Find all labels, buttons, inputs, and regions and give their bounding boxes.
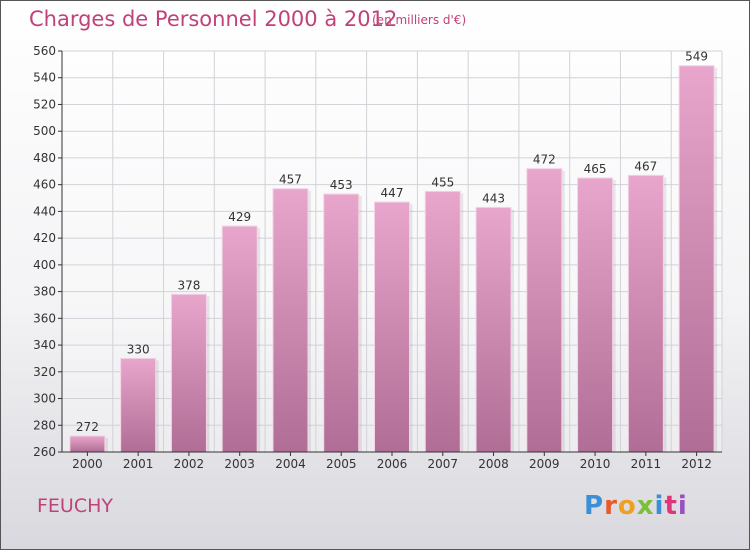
data-label: 465 bbox=[584, 162, 607, 176]
y-tick-label: 560 bbox=[33, 44, 56, 58]
data-label: 472 bbox=[533, 153, 556, 167]
logo-letter: r bbox=[604, 491, 618, 521]
data-label: 447 bbox=[381, 186, 404, 200]
bar bbox=[69, 435, 106, 453]
y-tick-label: 280 bbox=[33, 418, 56, 432]
y-tick-label: 480 bbox=[33, 151, 56, 165]
bar bbox=[475, 206, 512, 453]
bar bbox=[170, 293, 207, 453]
logo-letter: t bbox=[664, 491, 678, 521]
logo-letter: o bbox=[617, 491, 637, 521]
bar bbox=[627, 174, 664, 453]
bar bbox=[221, 225, 258, 453]
data-label: 330 bbox=[127, 342, 150, 356]
data-label: 443 bbox=[482, 191, 505, 205]
x-tick-label: 2010 bbox=[580, 457, 611, 471]
y-tick-label: 380 bbox=[33, 285, 56, 299]
bar bbox=[424, 190, 461, 453]
x-tick-label: 2004 bbox=[275, 457, 306, 471]
x-tick-label: 2011 bbox=[631, 457, 662, 471]
data-label: 549 bbox=[685, 50, 708, 64]
bar bbox=[323, 193, 360, 453]
data-label: 453 bbox=[330, 178, 353, 192]
y-tick-label: 260 bbox=[33, 445, 56, 459]
data-label: 272 bbox=[76, 420, 99, 434]
data-label: 429 bbox=[228, 210, 251, 224]
y-tick-label: 300 bbox=[33, 392, 56, 406]
bar bbox=[577, 177, 614, 453]
x-tick-label: 2007 bbox=[427, 457, 458, 471]
y-tick-label: 520 bbox=[33, 97, 56, 111]
logo-letter: P bbox=[584, 491, 605, 521]
x-tick-label: 2001 bbox=[123, 457, 154, 471]
x-tick-label: 2005 bbox=[326, 457, 357, 471]
bar bbox=[374, 201, 410, 453]
y-tick-label: 440 bbox=[33, 204, 56, 218]
bar bbox=[272, 188, 309, 453]
x-tick-label: 2008 bbox=[478, 457, 509, 471]
x-tick-label: 2000 bbox=[72, 457, 103, 471]
y-tick-label: 320 bbox=[33, 365, 56, 379]
data-label: 455 bbox=[431, 175, 454, 189]
y-tick-label: 500 bbox=[33, 124, 56, 138]
x-tick-label: 2009 bbox=[529, 457, 560, 471]
data-label: 467 bbox=[634, 159, 657, 173]
logo-letter: i bbox=[677, 491, 688, 521]
y-tick-label: 360 bbox=[33, 311, 56, 325]
x-tick-label: 2006 bbox=[377, 457, 408, 471]
city-name: FEUCHY bbox=[37, 495, 113, 517]
logo-letter: i bbox=[654, 491, 665, 521]
x-tick-label: 2003 bbox=[224, 457, 255, 471]
proxiti-logo: Proxiti bbox=[584, 491, 688, 521]
chart-title: Charges de Personnel 2000 à 2012 bbox=[29, 7, 398, 31]
data-label: 457 bbox=[279, 173, 302, 187]
bar bbox=[120, 357, 157, 453]
bar bbox=[526, 168, 563, 453]
chart-subtitle: (en milliers d'€) bbox=[372, 13, 467, 27]
x-tick-label: 2012 bbox=[681, 457, 712, 471]
y-tick-label: 540 bbox=[33, 71, 56, 85]
y-tick-label: 420 bbox=[33, 231, 56, 245]
y-tick-label: 400 bbox=[33, 258, 56, 272]
logo-letter: x bbox=[636, 491, 655, 521]
x-tick-label: 2002 bbox=[174, 457, 205, 471]
y-tick-label: 340 bbox=[33, 338, 56, 352]
y-tick-label: 460 bbox=[33, 178, 56, 192]
bar bbox=[678, 65, 715, 453]
data-label: 378 bbox=[177, 278, 200, 292]
